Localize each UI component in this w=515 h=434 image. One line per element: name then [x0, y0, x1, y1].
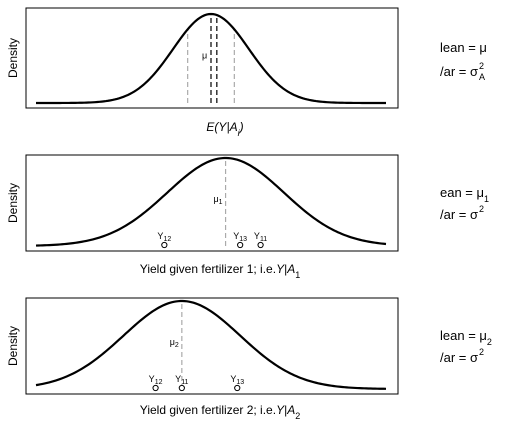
density-curve [35, 299, 387, 390]
observation-point [178, 384, 185, 392]
legend-mean: lean = μ [440, 40, 487, 55]
panel-fertilizer-2: Density μ2 Y12 Y11 Y13 Yield given fertili… [6, 297, 492, 421]
legend-mean: lean = μ2 [440, 328, 492, 347]
x-axis-label: Yield given fertilizer 1; i.e.Y|A1 [140, 262, 300, 280]
observation-label: Y13 [230, 374, 244, 386]
mu-label: μ [202, 51, 207, 61]
density-curve [36, 12, 386, 105]
observation-point [237, 241, 244, 249]
plot-frame [25, 7, 399, 109]
panel-aggregate-means: Density μ E(Y|Ai) lean = μ /ar = σ2 A [6, 7, 487, 138]
legend: lean = μ2 /ar = σ2 [440, 328, 492, 365]
observation-label: Y12 [149, 374, 163, 386]
legend-var: /ar = σ2 [440, 347, 484, 365]
panel-fertilizer-1: Density μ1 Y12 Y13 Y11 Yield given fertili… [6, 154, 489, 280]
legend: ean = μ1 /ar = σ2 [440, 185, 489, 222]
x-axis-label: E(Y|Ai) [206, 120, 243, 138]
legend-mean: ean = μ1 [440, 185, 489, 204]
observation-label: Y12 [157, 231, 171, 243]
observation-point [257, 241, 264, 249]
x-axis-label: Yield given fertilizer 2; i.e.Y|A2 [140, 403, 300, 421]
observation-label: Y11 [254, 231, 267, 243]
observation-label: Y13 [233, 231, 247, 243]
plot-frame [25, 297, 399, 395]
legend-var: /ar = σ2 A [440, 61, 485, 82]
observation-point [234, 384, 241, 392]
observation-label: Y11 [175, 374, 188, 386]
y-axis-label: Density [6, 326, 20, 366]
legend-var: /ar = σ2 [440, 204, 484, 222]
observation-points: Y12 Y13 Y11 [157, 231, 267, 249]
observation-point [152, 384, 159, 392]
observation-points: Y12 Y11 Y13 [149, 374, 244, 392]
mu-label: μ1 [213, 194, 222, 206]
y-axis-label: Density [6, 38, 20, 78]
legend: lean = μ /ar = σ2 A [440, 40, 487, 82]
plot-frame [25, 154, 399, 252]
y-axis-label: Density [6, 183, 20, 223]
observation-point [161, 241, 168, 249]
density-curve [35, 156, 387, 247]
mu-label: μ2 [170, 337, 179, 349]
vline-group [187, 14, 235, 103]
